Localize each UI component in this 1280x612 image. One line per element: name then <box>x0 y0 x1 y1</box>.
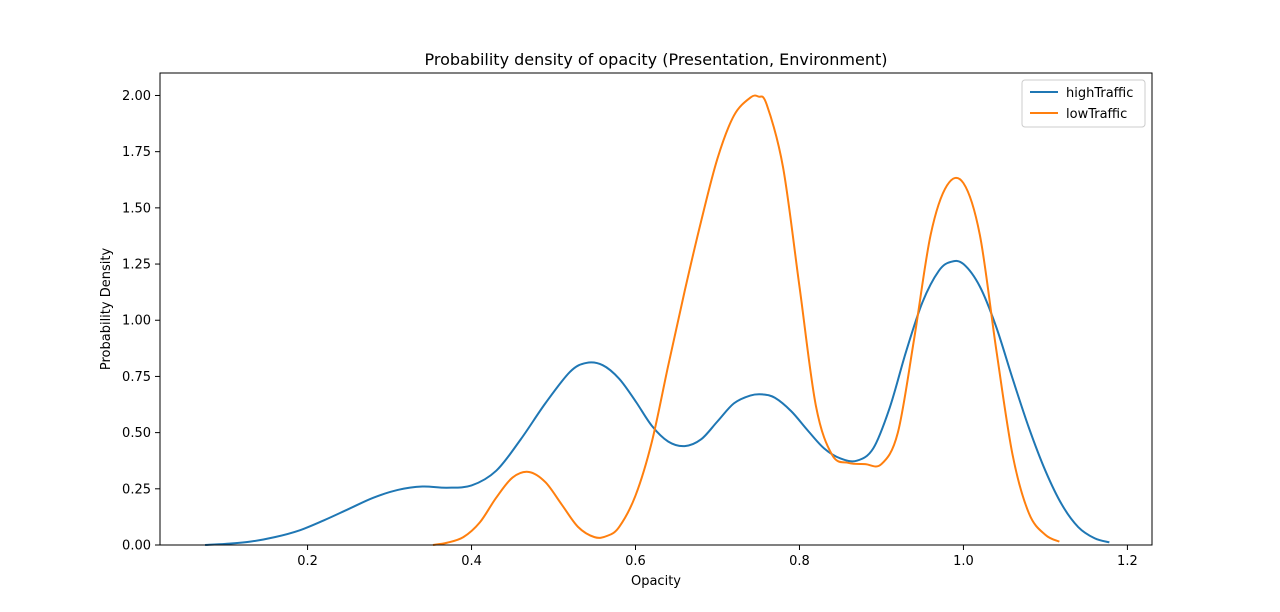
y-tick-label: 0.00 <box>122 539 151 554</box>
y-tick-label: 0.25 <box>122 482 151 497</box>
y-tick-label: 0.50 <box>122 426 151 441</box>
x-tick-label: 0.4 <box>461 554 482 569</box>
y-tick-label: 1.25 <box>122 258 151 273</box>
x-tick-label: 0.2 <box>297 554 318 569</box>
series-layer <box>205 94 1110 546</box>
chart-title: Probability density of opacity (Presenta… <box>424 50 887 69</box>
x-tick-label: 1.0 <box>953 554 974 569</box>
y-tick-label: 1.00 <box>122 314 151 329</box>
x-tick-label: 1.2 <box>1117 554 1138 569</box>
legend-label-lowtraffic: lowTraffic <box>1066 107 1127 122</box>
legend-label-hightraffic: highTraffic <box>1066 86 1133 101</box>
x-axis: 0.2 0.4 0.6 0.8 1.0 1.2 <box>297 545 1138 569</box>
y-axis-label: Probability Density <box>99 248 114 371</box>
y-tick-label: 2.00 <box>122 89 151 104</box>
series-line-hightraffic <box>205 259 1110 546</box>
y-tick-label: 1.75 <box>122 145 151 160</box>
series-line-lowtraffic <box>432 94 1060 546</box>
y-tick-label: 1.50 <box>122 201 151 216</box>
x-tick-label: 0.6 <box>625 554 646 569</box>
y-axis: 0.00 0.25 0.50 0.75 1.00 1.25 1.50 1.75 2.00 <box>122 89 160 554</box>
x-axis-label: Opacity <box>631 574 681 589</box>
legend: highTraffic lowTraffic <box>1021 79 1146 128</box>
y-tick-label: 0.75 <box>122 370 151 385</box>
x-tick-label: 0.8 <box>789 554 810 569</box>
plot-frame <box>159 72 1153 546</box>
